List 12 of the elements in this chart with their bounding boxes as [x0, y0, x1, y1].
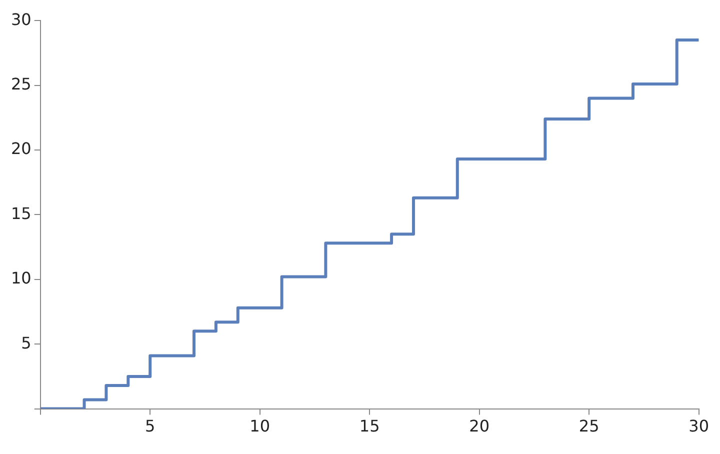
x-tick-label: 5 [145, 416, 156, 436]
y-tick-label: 25 [11, 74, 32, 94]
y-tick-label: 5 [21, 333, 32, 352]
x-tick-label: 10 [250, 416, 270, 436]
x-tick-label: 30 [688, 416, 709, 436]
x-tick-label: 15 [359, 416, 380, 436]
y-tick-label: 30 [11, 10, 32, 29]
y-tick-label: 10 [11, 268, 32, 288]
x-tick-label: 25 [578, 416, 600, 436]
x-tick-label: 20 [469, 416, 490, 436]
y-tick-label: 15 [11, 204, 32, 223]
y-tick-label: 20 [11, 139, 32, 158]
